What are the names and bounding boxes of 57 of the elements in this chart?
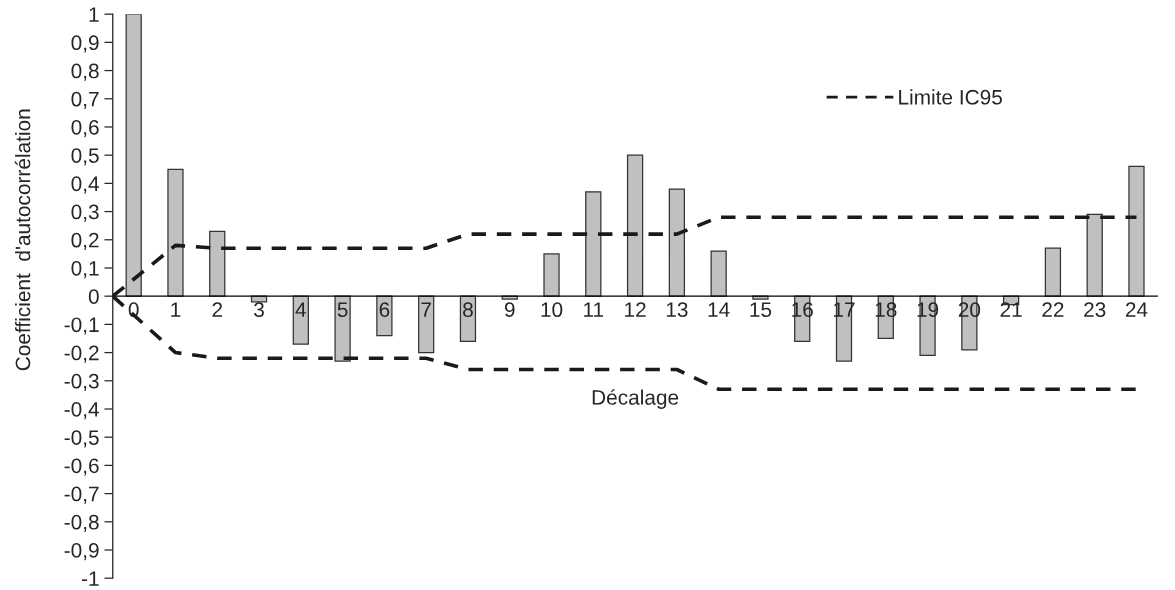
x-tick-label: 10 [541, 302, 563, 318]
bar [1044, 247, 1062, 297]
bar [376, 295, 393, 337]
bar [167, 168, 184, 297]
y-tick-label: 0,6 [71, 119, 99, 138]
bar [710, 250, 727, 297]
y-tick-label: 0,8 [71, 63, 99, 81]
y-tick-label: -0,6 [64, 458, 99, 476]
bar [585, 191, 602, 297]
y-tick-label: -0,7 [64, 486, 99, 504]
x-tick-label: 1 [171, 302, 181, 317]
y-tick-label: 0,4 [71, 176, 99, 194]
bar [1086, 213, 1103, 297]
x-tick-label: 3 [254, 302, 264, 318]
x-tick-label: 21 [1000, 302, 1022, 317]
y-tick-label: -1 [82, 571, 99, 586]
x-tick-label: 2 [212, 302, 223, 317]
y-tick-label: -0,1 [64, 317, 99, 335]
bar [209, 230, 226, 297]
bar [334, 295, 351, 362]
x-tick-label: 8 [463, 302, 473, 318]
legend-label: Limite IC95 [899, 89, 1002, 105]
x-tick-label: 23 [1084, 302, 1106, 318]
y-tick-label: -0,9 [64, 543, 99, 561]
y-tick-label: 0,3 [71, 204, 99, 222]
x-tick-label: 12 [625, 302, 646, 317]
y-tick-label: 0,2 [71, 232, 99, 250]
y-tick-label: -0,2 [64, 345, 99, 363]
y-tick-label: -0,5 [64, 430, 99, 448]
x-tick-label: 9 [504, 302, 515, 318]
y-tick-label: 0,1 [71, 260, 99, 279]
y-tick-label: 1 [89, 7, 99, 22]
y-tick-label: -0,8 [64, 514, 99, 533]
bar [543, 253, 560, 297]
x-tick-label: 14 [708, 302, 730, 317]
bar [418, 295, 435, 354]
bar [668, 188, 686, 297]
y-tick-label: -0,4 [64, 401, 99, 420]
y-tick-label: 0,9 [71, 35, 99, 53]
x-axis-title: Décalage [592, 389, 679, 409]
x-tick-label: 4 [295, 302, 307, 317]
x-tick-label: 5 [337, 302, 348, 318]
x-tick-label: 24 [1125, 302, 1148, 317]
x-tick-label: 22 [1042, 302, 1064, 317]
x-tick-label: 15 [750, 302, 772, 318]
y-tick-label: 0,5 [71, 148, 99, 166]
y-tick-label: 0,7 [71, 91, 99, 109]
bar [1128, 165, 1145, 297]
y-axis-title: Coefficient d'autocorrélation [14, 109, 31, 371]
y-tick-label: 0 [88, 289, 99, 304]
x-tick-label: 7 [421, 302, 431, 317]
bar [626, 154, 644, 297]
bar [125, 14, 142, 297]
y-tick-label: -0,3 [64, 373, 99, 391]
x-tick-label: 11 [584, 302, 604, 317]
x-tick-label: 13 [666, 302, 688, 318]
x-tick-label: 6 [379, 302, 390, 318]
